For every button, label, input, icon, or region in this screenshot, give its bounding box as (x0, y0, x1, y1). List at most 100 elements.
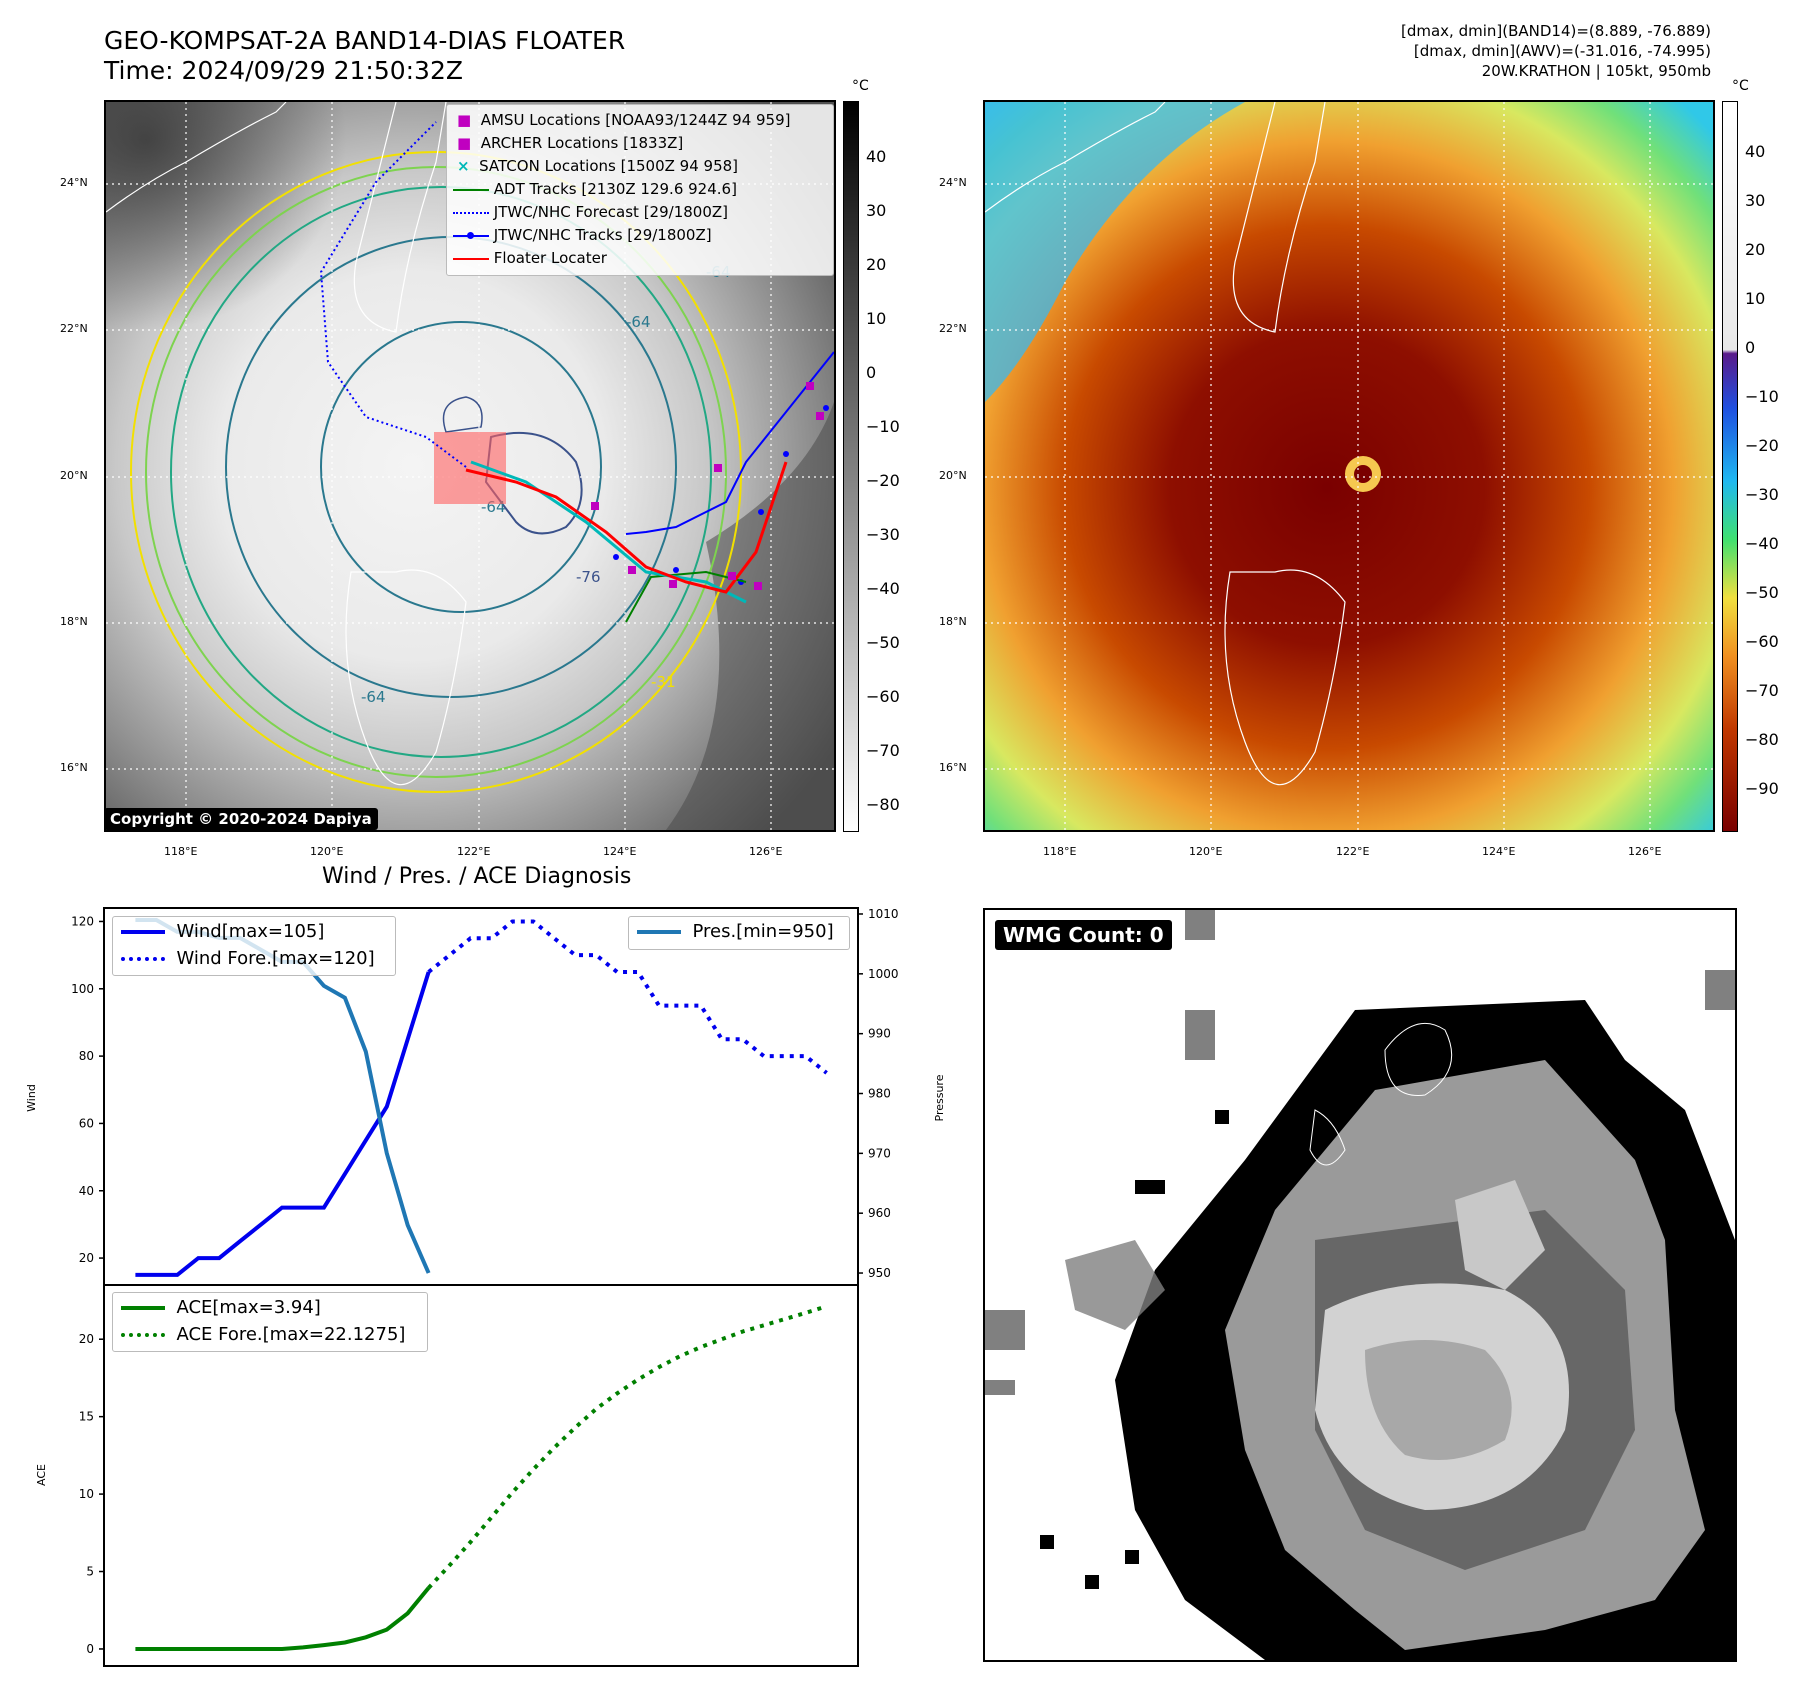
ace-tick-label: 10 (79, 1487, 94, 1501)
ace-tick-label: 15 (79, 1410, 94, 1424)
line-dot-icon (453, 231, 489, 239)
wind-tick-label: 120 (71, 914, 94, 928)
wv-colorbar-tick: −90 (1745, 779, 1779, 798)
ace-line (135, 1586, 431, 1651)
ir-colorbar-tick: 30 (866, 201, 887, 220)
wv-colorbar-tick: 40 (1745, 142, 1766, 161)
wv-colorbar-tick: −50 (1745, 583, 1779, 602)
lon-label: 124°E (603, 845, 637, 858)
lon-label: 124°E (1482, 845, 1516, 858)
ir-colorbar (843, 101, 859, 832)
satcon-track (470, 460, 747, 604)
legend-entry-adt: ADT Tracks [2130Z 129.6 924.6] (453, 180, 737, 198)
wind-tick-label: 100 (71, 982, 94, 996)
pressure-tick-label: 970 (868, 1146, 891, 1160)
lon-label: 122°E (457, 845, 491, 858)
lat-label: 18°N (60, 615, 88, 628)
legend-entry-wind-fore: Wind Fore.[max=120] (121, 948, 375, 969)
wv-colorbar-tick: 0 (1745, 338, 1756, 357)
ir-colorbar-tick: −80 (866, 795, 900, 814)
wmg-count-badge: WMG Count: 0 (995, 920, 1172, 950)
legend-entry-floater: Floater Locater (453, 249, 607, 267)
diag-frame (103, 907, 859, 1667)
floater-track (465, 461, 788, 594)
info-awv-range: [dmax, dmin](AWV)=(-31.016, -74.995) (1413, 42, 1711, 60)
ir-colorbar-tick: 10 (866, 309, 887, 328)
ir-colorbar-tick: −10 (866, 417, 900, 436)
wv-colorbar (1722, 101, 1738, 832)
ir-colorbar-tick: −40 (866, 579, 900, 598)
wind-tick-label: 60 (79, 1116, 94, 1130)
line-marker-icon (453, 188, 489, 191)
adt-track-line (625, 570, 747, 623)
line-marker-icon (121, 1306, 165, 1310)
ir-colorbar-tick: −50 (866, 633, 900, 652)
legend-entry-archer: ■ ARCHER Locations [1833Z] (457, 134, 684, 152)
legend-entry-wind: Wind[max=105] (121, 921, 324, 942)
wv-colorbar-tick: −80 (1745, 730, 1779, 749)
line-marker-icon (637, 930, 681, 934)
lat-label: 22°N (939, 322, 967, 335)
wind-tick-label: 20 (79, 1251, 94, 1265)
ir-map-legend: ■ AMSU Locations [NOAA93/1244Z 94 959] ■… (446, 104, 834, 276)
lon-label: 126°E (749, 845, 783, 858)
lon-label: 118°E (1043, 845, 1077, 858)
legend-entry-ace: ACE[max=3.94] (121, 1297, 321, 1318)
x-marker-icon: × (457, 157, 470, 175)
lon-label: 126°E (1628, 845, 1662, 858)
wind-tick-label: 40 (79, 1184, 94, 1198)
pressure-tick-label: 980 (868, 1087, 891, 1101)
copyright-badge: Copyright © 2020-2024 Dapiya (104, 808, 378, 830)
dotted-line-icon (121, 957, 165, 961)
lon-label: 118°E (164, 845, 198, 858)
jtwc-forecast-line (319, 121, 467, 468)
amsu-archer-markers (591, 382, 824, 590)
square-marker-icon: ■ (457, 111, 472, 129)
ir-colorbar-tick: 0 (866, 363, 877, 382)
legend-entry-amsu: ■ AMSU Locations [NOAA93/1244Z 94 959] (457, 111, 791, 129)
ace-axis-label: ACE (35, 1464, 48, 1486)
wind-tick-label: 80 (79, 1049, 94, 1063)
figure-time: Time: 2024/09/29 21:50:32Z (104, 56, 463, 85)
lat-label: 18°N (939, 615, 967, 628)
line-marker-icon (453, 257, 489, 260)
wv-map-panel (983, 100, 1715, 832)
wv-colorbar-tick: −20 (1745, 436, 1779, 455)
contour-label: -76 (576, 568, 601, 586)
ir-colorbar-tick: −70 (866, 741, 900, 760)
wv-colorbar-tick: −40 (1745, 534, 1779, 553)
wv-colorbar-tick: −30 (1745, 485, 1779, 504)
legend-entry-satcon: × SATCON Locations [1500Z 94 958] (457, 157, 739, 175)
lat-label: 16°N (60, 761, 88, 774)
ir-colorbar-unit: °C (852, 78, 869, 94)
wv-colorbar-tick: −60 (1745, 632, 1779, 651)
line-marker-icon (121, 930, 165, 934)
ace-tick-label: 5 (86, 1565, 94, 1579)
square-marker-icon: ■ (457, 134, 472, 152)
ace-legend: ACE[max=3.94] ACE Fore.[max=22.1275] (112, 1292, 428, 1352)
lat-label: 24°N (60, 176, 88, 189)
ir-colorbar-tick: −60 (866, 687, 900, 706)
ir-colorbar-tick: 40 (866, 147, 887, 166)
wv-map-image (985, 102, 1713, 830)
contour-label: -31 (651, 673, 676, 691)
lon-label: 122°E (1336, 845, 1370, 858)
lat-label: 22°N (60, 322, 88, 335)
wind-line (135, 971, 431, 1277)
contour-label: -64 (361, 688, 386, 706)
lon-label: 120°E (310, 845, 344, 858)
ir-colorbar-tick: −20 (866, 471, 900, 490)
lon-label: 120°E (1189, 845, 1223, 858)
wv-colorbar-tick: 20 (1745, 240, 1766, 259)
lat-label: 20°N (939, 469, 967, 482)
wmg-panel (983, 908, 1737, 1662)
legend-entry-pressure: Pres.[min=950] (637, 921, 834, 942)
ir-colorbar-tick: 20 (866, 255, 887, 274)
figure-title: GEO-KOMPSAT-2A BAND14-DIAS FLOATER (104, 26, 626, 55)
dotted-line-icon (121, 1333, 165, 1337)
jtwc-track-line (625, 351, 834, 535)
wmg-image (985, 910, 1735, 1660)
wv-colorbar-tick: −10 (1745, 387, 1779, 406)
pressure-tick-label: 990 (868, 1027, 891, 1041)
